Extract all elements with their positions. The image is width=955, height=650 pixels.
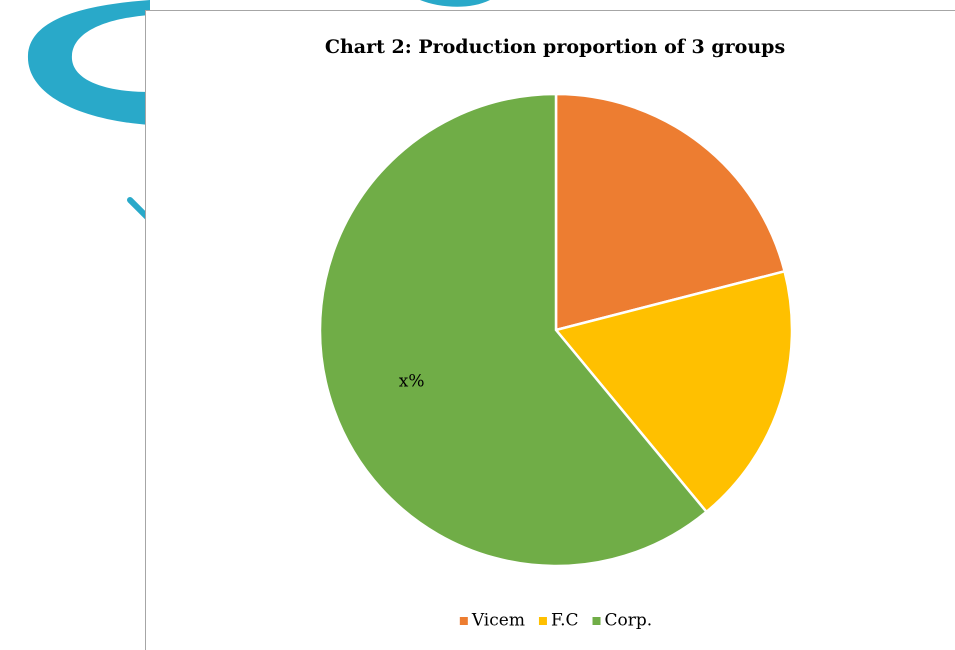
legend-swatch xyxy=(538,617,547,625)
legend-label: F.C xyxy=(551,611,579,631)
data-label: x% xyxy=(399,371,425,391)
legend-swatch xyxy=(459,617,468,625)
pie-slice xyxy=(553,269,794,514)
plot: x% xyxy=(318,92,794,568)
swirl xyxy=(27,0,151,125)
pie-slice xyxy=(318,92,709,568)
legend-label: Vicem xyxy=(471,611,525,631)
legend-label: Corp. xyxy=(605,611,653,631)
legend-swatch xyxy=(592,617,601,625)
pie-slice xyxy=(554,92,787,332)
swirl-top xyxy=(420,0,490,7)
legend: Vicem F.C Corp. xyxy=(459,611,653,631)
chart-title: Chart 2: Production proportion of 3 grou… xyxy=(325,36,785,58)
